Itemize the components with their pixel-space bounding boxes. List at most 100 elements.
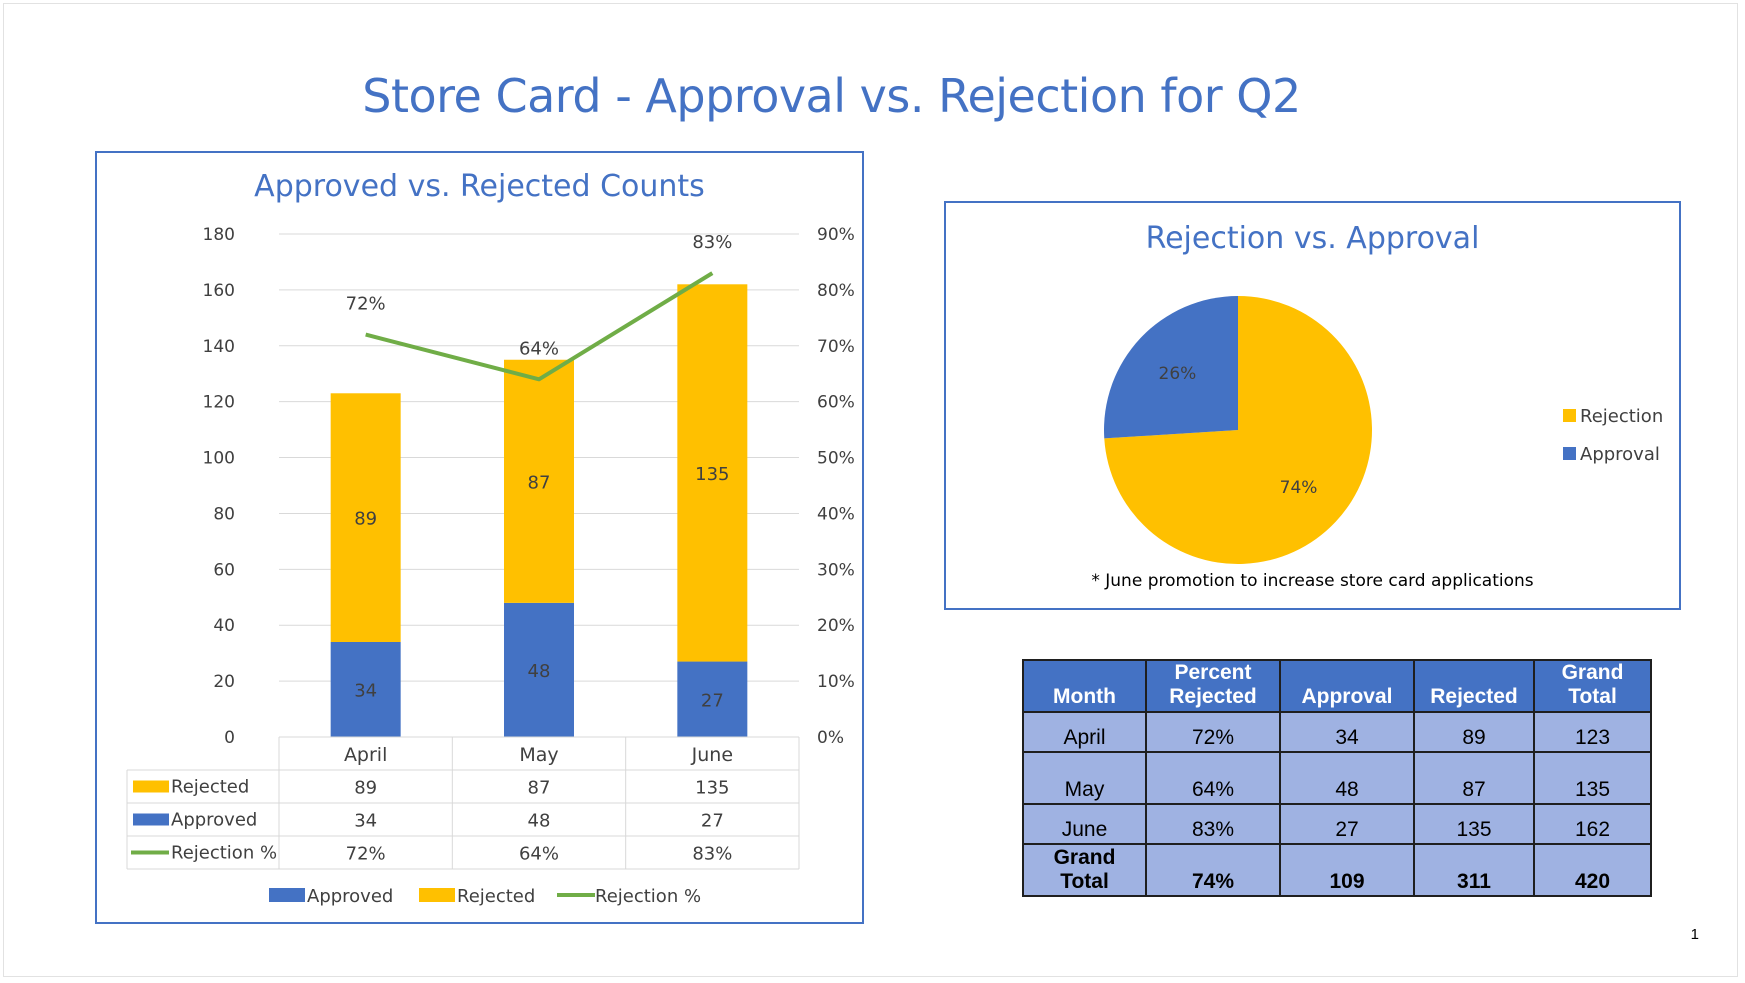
y2-tick-label: 0% <box>817 728 844 748</box>
table-cell: 83% <box>1145 803 1281 845</box>
table-cell: 27 <box>701 811 724 832</box>
table-cell: 135 <box>1533 751 1652 805</box>
table-cell: 72% <box>346 844 386 865</box>
table-cell: 89 <box>354 778 377 799</box>
table-row-label: Rejection % <box>171 843 277 864</box>
approved-data-label: 34 <box>354 680 377 701</box>
y-tick-label: 0 <box>224 728 235 748</box>
x-tick-label: April <box>344 744 387 766</box>
table-row: April 72% 34 89 123 <box>1022 711 1652 753</box>
table-cell: 87 <box>528 778 551 799</box>
pie-legend-label: Approval <box>1580 444 1660 465</box>
pie-value-label: 26% <box>1159 364 1197 384</box>
y2-tick-label: 10% <box>817 672 855 692</box>
rejected-data-label: 135 <box>695 464 729 485</box>
rejection-pct-label: 64% <box>519 338 559 359</box>
pie-slice-rejection <box>1104 296 1372 564</box>
slide-title: Store Card - Approval vs. Rejection for … <box>362 69 1301 123</box>
table-row: May 64% 48 87 135 <box>1022 751 1652 805</box>
bar-chart-title: Approved vs. Rejected Counts <box>254 169 705 204</box>
approved-data-label: 48 <box>528 661 551 682</box>
table-row-label: Approved <box>171 810 257 831</box>
approved-data-label: 27 <box>701 690 724 711</box>
legend-label: Rejection % <box>595 886 701 907</box>
y2-tick-label: 90% <box>817 225 855 245</box>
pie-chart-svg: 74% 26% Rejection Approval <box>1104 296 1663 564</box>
y-tick-label: 160 <box>203 281 235 301</box>
table-cell: April <box>1022 711 1147 753</box>
table-header-cell: Month <box>1022 659 1147 713</box>
rejection-line <box>365 271 714 382</box>
table-cell: 135 <box>695 778 729 799</box>
y-tick-label: 120 <box>203 393 235 413</box>
bar-rejected <box>677 284 748 662</box>
pie-legend-key <box>1563 447 1576 460</box>
table-cell: 34 <box>1279 711 1415 753</box>
pie-footnote: * June promotion to increase store card … <box>1091 571 1534 591</box>
rejection-pct-label: 72% <box>346 294 386 315</box>
table-cell: 83% <box>692 844 732 865</box>
bar-rejected <box>504 359 574 603</box>
y2-tick-label: 70% <box>817 337 855 357</box>
table-header-cell: Rejected <box>1413 659 1535 713</box>
table-cell: 123 <box>1533 711 1652 753</box>
pie-chart-title: Rejection vs. Approval <box>1145 221 1480 256</box>
table-cell: 162 <box>1533 803 1652 845</box>
table-total-row: Grand Total 74% 109 311 420 <box>1022 843 1652 897</box>
bar-approved <box>504 602 574 737</box>
bar-chart-svg: 34 89 48 87 27 135 72% 64% 83% 0 20 40 60 80 100 120 14… <box>126 225 855 907</box>
pie-legend-key <box>1563 409 1576 422</box>
table-cell: June <box>1022 803 1147 845</box>
table-row-label: Rejected <box>171 777 249 798</box>
y2-tick-label: 40% <box>817 504 855 524</box>
table-cell: 27 <box>1279 803 1415 845</box>
table-cell: 89 <box>1413 711 1535 753</box>
y-tick-label: 60 <box>213 560 235 580</box>
pie-chart-panel[interactable]: Rejection vs. Approval 74% 26% Rejection A… <box>944 201 1681 610</box>
table-row: June 83% 27 135 162 <box>1022 803 1652 845</box>
y2-tick-label: 80% <box>817 281 855 301</box>
legend-label: Rejected <box>457 886 535 907</box>
table-cell: 135 <box>1413 803 1535 845</box>
rejection-pct-label: 83% <box>692 232 732 253</box>
table-total-cell: 311 <box>1413 843 1535 897</box>
table-cell: 64% <box>519 844 559 865</box>
pie-value-label: 74% <box>1280 478 1318 498</box>
summary-table: Month Percent Rejected Approval Rejected Gran… <box>1022 659 1652 897</box>
y-tick-label: 180 <box>203 225 235 245</box>
y2-tick-label: 20% <box>817 616 855 636</box>
table-header-cell: Percent Rejected <box>1145 659 1281 713</box>
x-tick-label: June <box>691 744 733 766</box>
y-tick-label: 40 <box>213 616 235 636</box>
pie-legend-label: Rejection <box>1580 406 1663 427</box>
table-cell: May <box>1022 751 1147 805</box>
table-total-cell: 74% <box>1145 843 1281 897</box>
y-tick-label: 20 <box>213 672 235 692</box>
table-header-cell: Grand Total <box>1533 659 1652 713</box>
legend-label: Approved <box>307 886 393 907</box>
table-total-label: Grand Total <box>1022 843 1147 897</box>
bar-approved <box>330 641 401 737</box>
table-cell: 48 <box>528 811 551 832</box>
y2-tick-label: 60% <box>817 393 855 413</box>
table-cell: 48 <box>1279 751 1415 805</box>
pie-slice-approval <box>1104 296 1238 439</box>
legend-key <box>269 888 305 902</box>
table-header-row: Month Percent Rejected Approval Rejected Gran… <box>1022 659 1652 713</box>
table-cell: 34 <box>354 811 377 832</box>
bar-chart-panel[interactable]: Approved vs. Rejected Counts 34 89 48 87 27 1… <box>95 151 864 924</box>
y-tick-label: 80 <box>213 504 235 524</box>
y2-tick-label: 50% <box>817 449 855 469</box>
table-cell: 87 <box>1413 751 1535 805</box>
rejected-data-label: 89 <box>354 509 377 530</box>
bar-approved <box>677 661 748 737</box>
y2-tick-label: 30% <box>817 560 855 580</box>
table-legend-key <box>133 813 169 826</box>
y-tick-label: 100 <box>203 449 235 469</box>
table-cell: 72% <box>1145 711 1281 753</box>
table-header-cell: Approval <box>1279 659 1415 713</box>
bar-rejected <box>330 393 401 642</box>
x-tick-label: May <box>519 744 558 766</box>
y-tick-label: 140 <box>203 337 235 357</box>
legend-key <box>419 888 455 902</box>
